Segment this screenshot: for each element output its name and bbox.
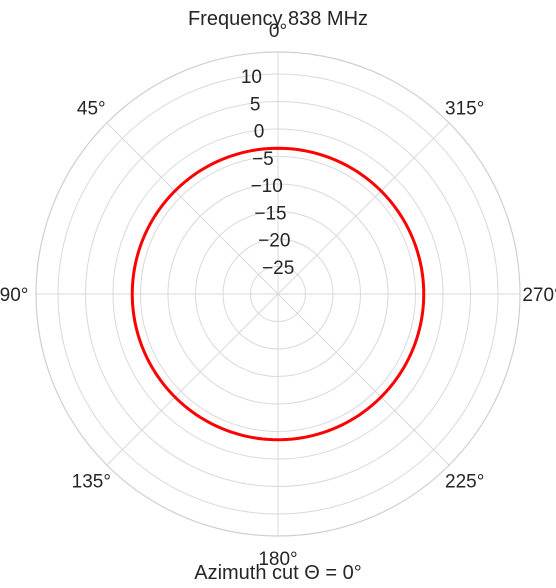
angle-tick-label: 135°	[72, 472, 111, 493]
radial-tick-label: 10	[241, 67, 262, 88]
radial-tick-labels: −25 −20 −15 −10 −5 0 5 10	[241, 67, 294, 279]
angle-gridline	[106, 293, 279, 466]
angle-gridline	[106, 122, 279, 295]
angle-tick-labels: 0° 45° 90° 135° 180° 225° 270° 315°	[0, 21, 556, 570]
chart-title: Frequency 838 MHz	[188, 8, 368, 30]
radial-tick-label: 5	[250, 94, 261, 115]
angle-tick-label: 225°	[445, 472, 484, 493]
angle-tick-label: 0°	[269, 21, 287, 42]
angle-tick-label: 180°	[258, 549, 297, 570]
radial-tick-label: 0	[254, 122, 265, 143]
series-line	[130, 146, 426, 442]
radial-gridline	[112, 128, 444, 460]
polar-grid	[35, 51, 521, 537]
radial-tick-label: −10	[251, 176, 283, 197]
x-axis-label: Azimuth cut Θ = 0°	[194, 562, 362, 584]
angle-tick-label: 90°	[0, 285, 28, 306]
radial-gridline	[57, 73, 499, 515]
radial-gridline	[167, 183, 389, 405]
radial-gridline	[195, 211, 361, 377]
radial-gridline	[140, 156, 416, 432]
radial-gridline	[85, 101, 471, 487]
radial-tick-label: −5	[252, 149, 274, 170]
angle-tick-label: 315°	[445, 98, 484, 119]
radial-gridline	[222, 238, 334, 350]
angle-gridline	[277, 122, 450, 295]
angle-gridline	[277, 293, 450, 466]
radial-gridline	[250, 266, 306, 322]
polar-frame	[35, 51, 521, 537]
radial-tick-label: −15	[254, 203, 286, 224]
radial-tick-label: −20	[258, 231, 290, 252]
angle-tick-label: 45°	[77, 98, 106, 119]
radial-tick-label: −25	[262, 258, 294, 279]
angle-tick-label: 270°	[522, 285, 556, 306]
data-series	[130, 146, 426, 442]
